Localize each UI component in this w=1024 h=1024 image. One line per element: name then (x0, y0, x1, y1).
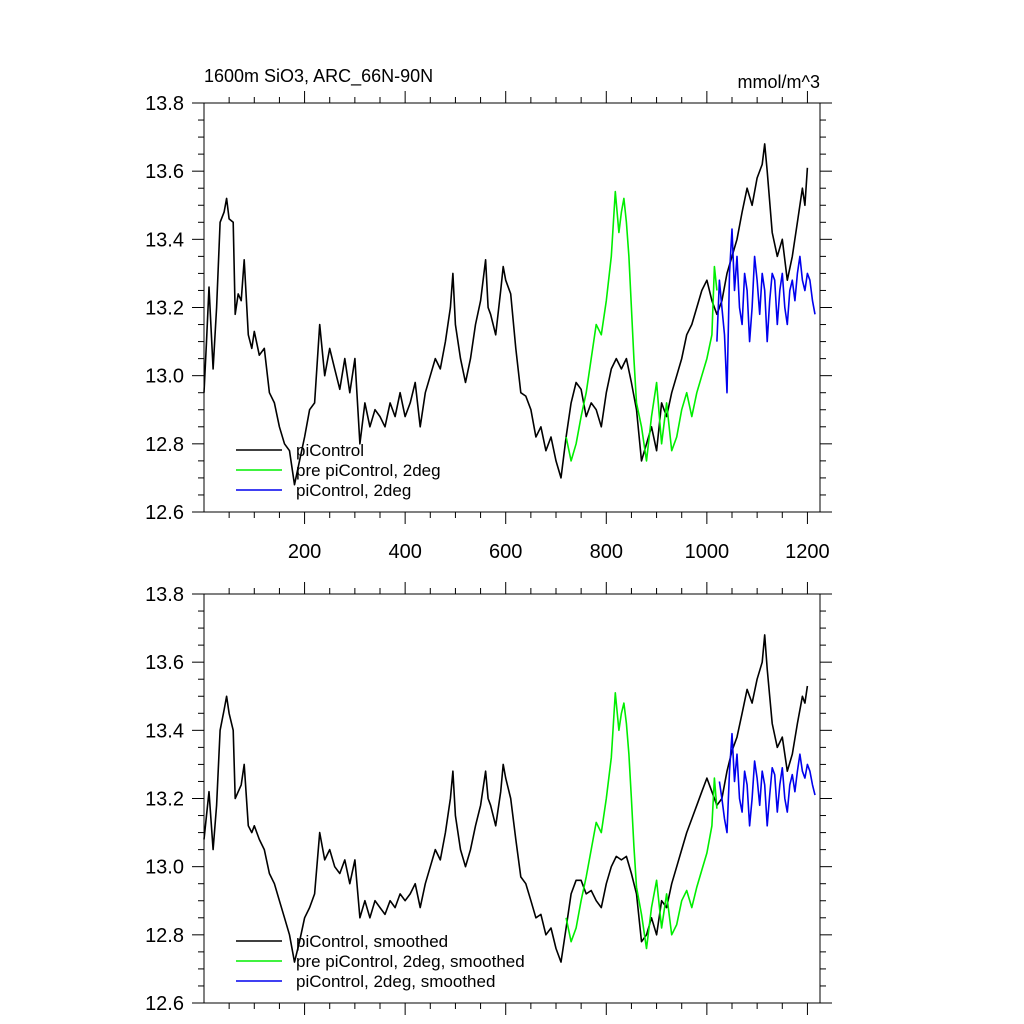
y-tick-label: 13.2 (145, 789, 184, 811)
x-tick-label: 600 (489, 541, 522, 563)
y-tick-label: 13.0 (145, 366, 184, 388)
y-tick-label: 13.8 (145, 584, 184, 606)
y-tick-label: 13.6 (145, 161, 184, 183)
y-tick-label: 13.0 (145, 857, 184, 879)
y-tick-label: 13.2 (145, 298, 184, 320)
legend-label-3: piControl, 2deg (296, 481, 411, 500)
x-tick-label: 800 (590, 541, 623, 563)
series-line-2 (565, 190, 718, 462)
y-tick-label: 12.6 (145, 502, 184, 524)
x-tick-label: 1200 (785, 541, 830, 563)
legend-label-2: pre piControl, 2deg, smoothed (296, 952, 525, 971)
legend-label-1: piControl (296, 441, 364, 460)
y-tick-label: 12.8 (145, 925, 184, 947)
y-tick-label: 12.6 (145, 993, 184, 1015)
x-tick-label: 1000 (685, 541, 730, 563)
legend-label-2: pre piControl, 2deg (296, 461, 441, 480)
y-tick-label: 13.4 (145, 229, 184, 251)
y-tick-label: 13.6 (145, 652, 184, 674)
y-tick-label: 12.8 (145, 434, 184, 456)
series-line-1 (203, 634, 809, 963)
legend-label-1: piControl, smoothed (296, 932, 448, 951)
top-panel-units: mmol/m^3 (738, 72, 820, 92)
y-tick-label: 13.8 (145, 93, 184, 115)
legend-label-3: piControl, 2deg, smoothed (296, 972, 495, 991)
x-tick-label: 200 (288, 541, 321, 563)
y-tick-label: 13.4 (145, 720, 184, 742)
series-line-3 (718, 732, 816, 834)
series-line-2 (565, 692, 718, 950)
series-line-3 (716, 228, 816, 394)
bottom-panel: 12.6 12.8 13.0 13.2 13.4 13.6 13.8 piControl, s… (145, 582, 832, 1015)
series-line-1 (203, 143, 809, 486)
top-panel: 1600m SiO3, ARC_66N-90N mmol/m^3 12.6 12.… (145, 66, 832, 563)
x-tick-label: 400 (388, 541, 421, 563)
top-panel-title: 1600m SiO3, ARC_66N-90N (204, 66, 433, 87)
